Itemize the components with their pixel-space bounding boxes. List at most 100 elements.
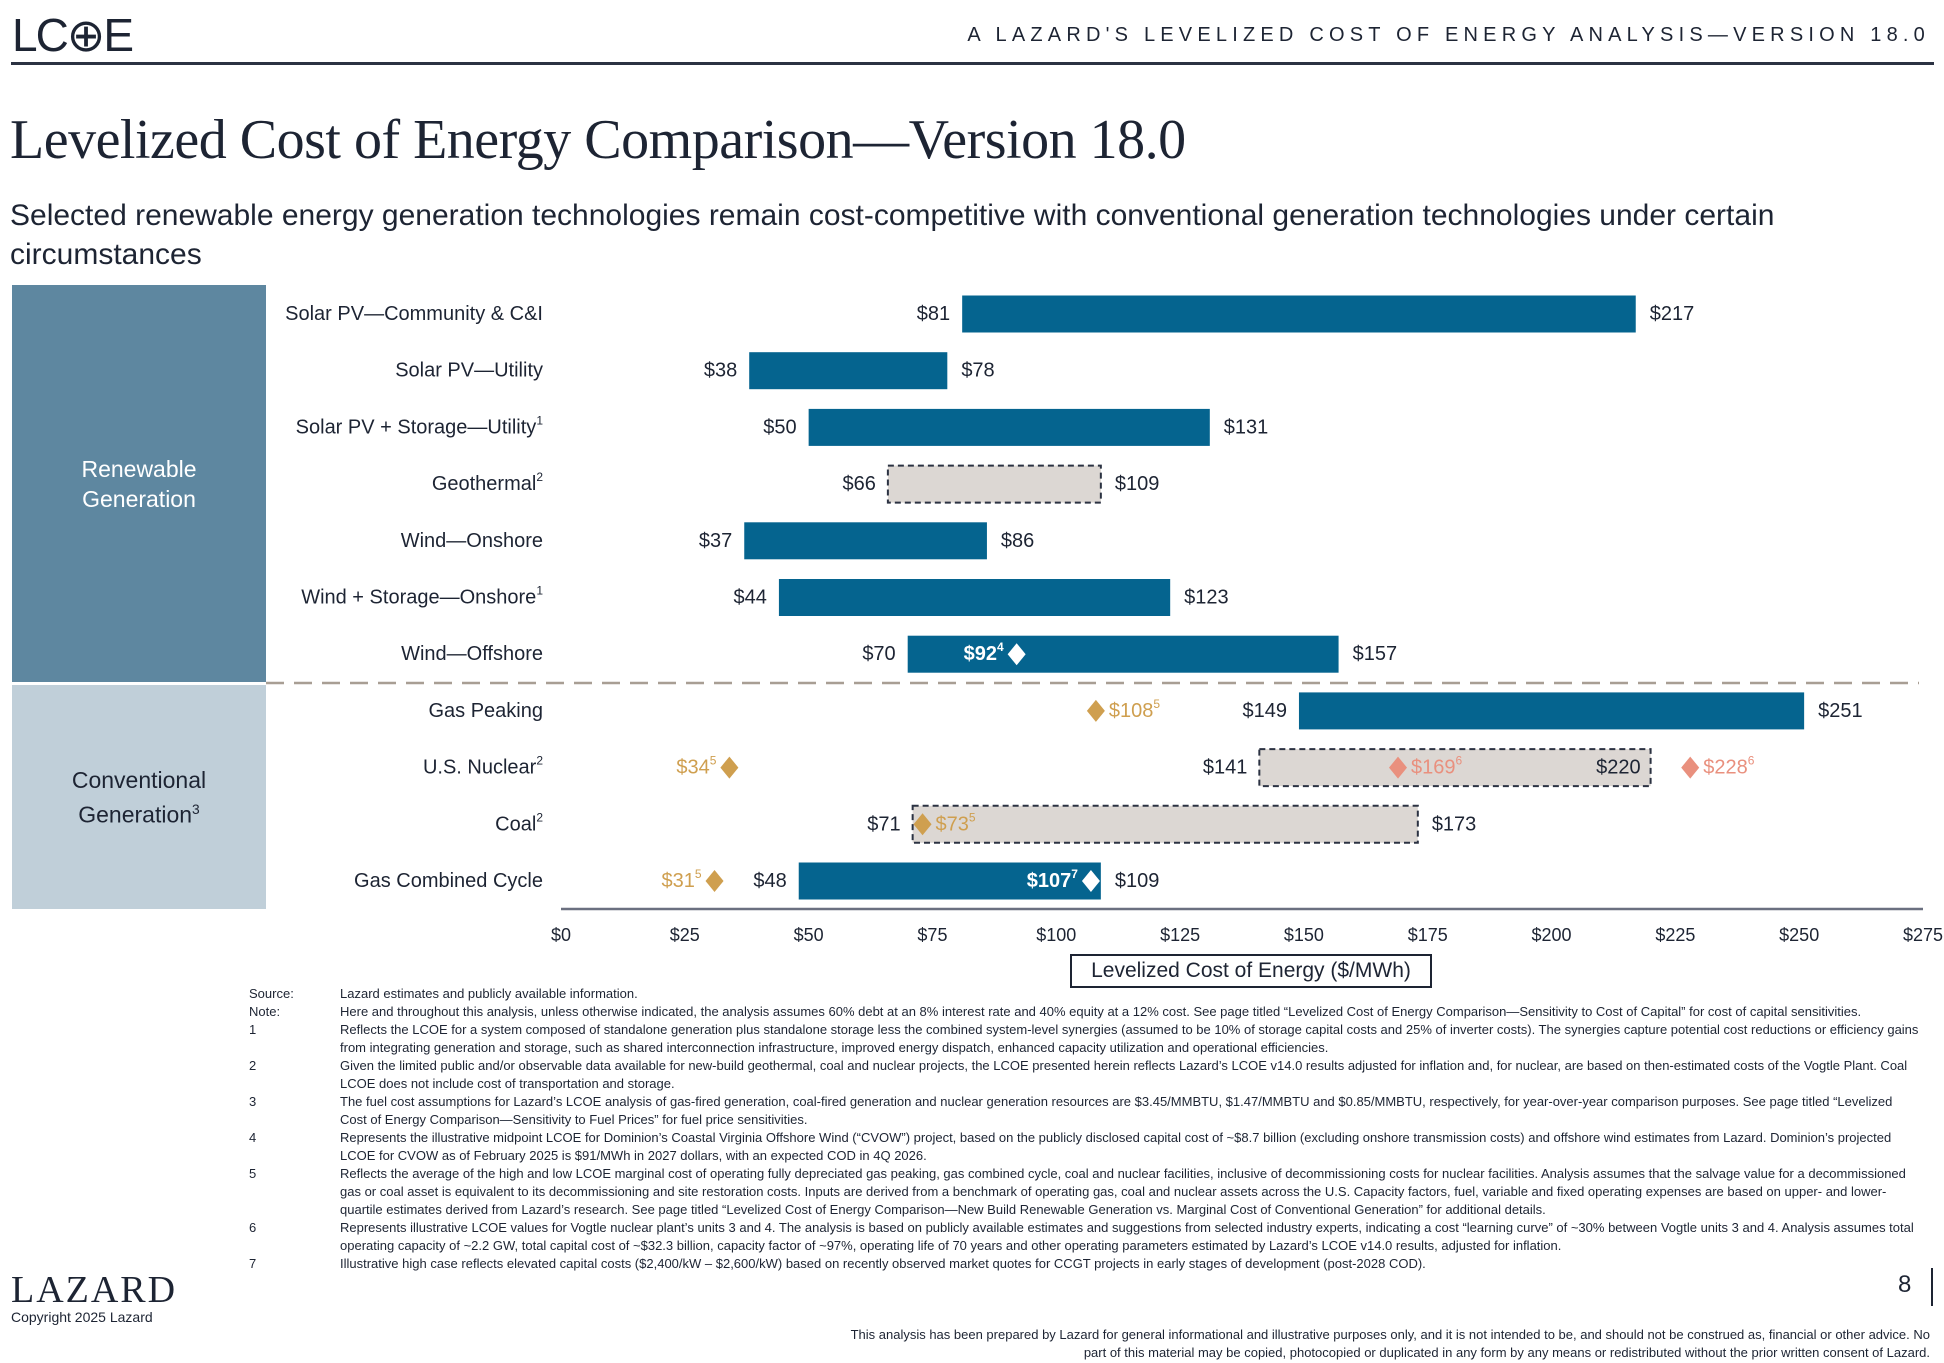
x-tick-label: $250: [1779, 925, 1819, 945]
row-label: Geothermal2: [432, 470, 544, 495]
min-value-label: $50: [763, 416, 796, 438]
x-tick-label: $25: [670, 925, 700, 945]
footnote-text: Represents the illustrative midpoint LCO…: [340, 1130, 1892, 1163]
max-value-label: $217: [1650, 303, 1695, 325]
marker-label: $735: [936, 810, 976, 835]
marker-label-value: $31: [661, 870, 694, 892]
row-label-value: Coal: [495, 813, 536, 835]
range-bar: [962, 295, 1636, 333]
row-label-value: U.S. Nuclear: [423, 757, 537, 779]
row-label: Wind + Storage—Onshore1: [301, 584, 543, 609]
footnote-key: Source:: [249, 986, 294, 1001]
x-tick-label: $50: [794, 925, 824, 945]
range-bar: [808, 408, 1210, 446]
range-bar-dashed: [911, 804, 1419, 844]
diamond-marker-icon: [1081, 870, 1100, 892]
footnotes: Source: Lazard estimates and publicly ava…: [249, 985, 1919, 1273]
marker-label: $924: [964, 640, 1004, 665]
footnote-text: Lazard estimates and publicly available …: [340, 986, 638, 1001]
renewable-label-line2: Generation: [82, 485, 196, 512]
footnote-key: 2: [249, 1058, 257, 1073]
footnote: Note: Here and throughout this analysis, …: [249, 1003, 1919, 1021]
range-bar: [778, 579, 1171, 616]
marker-label: $2286: [1703, 754, 1755, 779]
row-label-footnote: 2: [536, 754, 543, 768]
row-label: Wind—Onshore: [401, 530, 543, 552]
diamond-marker-icon: [1681, 756, 1700, 779]
header-divider: [11, 62, 1934, 65]
lazard-logo: LAZARD: [11, 1269, 178, 1311]
row-label-footnote: 2: [536, 470, 543, 484]
x-tick-label: $275: [1903, 925, 1943, 945]
footnote-text: Represents illustrative LCOE values for …: [340, 1220, 1914, 1253]
footnote-text: The fuel cost assumptions for Lazard’s L…: [340, 1094, 1893, 1127]
footnote-text: Illustrative high case reflects elevated…: [340, 1256, 1426, 1271]
footnote-key: 6: [249, 1220, 257, 1235]
lcoe-logo: LC⊕E: [12, 9, 134, 61]
marker-label-footnote: 5: [710, 754, 717, 768]
row-label-value: Wind + Storage—Onshore: [301, 587, 536, 609]
marker-label-value: $34: [676, 757, 709, 779]
marker-label-value: $92: [964, 643, 997, 665]
marker-label-footnote: 7: [1071, 867, 1078, 881]
row-label: Solar PV—Community & C&I: [285, 303, 543, 325]
row-label: Gas Peaking: [428, 700, 543, 722]
min-value-label: $149: [1242, 700, 1287, 722]
page-title: Levelized Cost of Energy Comparison—Vers…: [10, 109, 1186, 171]
min-value-label: $70: [862, 643, 895, 665]
min-value-label: $37: [699, 530, 732, 552]
footnote-text: Reflects the LCOE for a system composed …: [340, 1022, 1919, 1055]
x-tick-label: $200: [1532, 925, 1572, 945]
footnote-key: 5: [249, 1166, 257, 1181]
max-value-label: $157: [1353, 643, 1398, 665]
marker-label-value: $169: [1411, 757, 1456, 779]
row-label-value: Solar PV + Storage—Utility: [296, 416, 537, 438]
diamond-marker-icon: [1086, 699, 1105, 722]
x-tick-label: $125: [1160, 925, 1200, 945]
range-bar-dashed: [1258, 748, 1652, 788]
footnote-key: 1: [249, 1022, 257, 1037]
footnote: 5 Reflects the average of the high and lo…: [249, 1165, 1919, 1219]
marker-label-footnote: 6: [1456, 754, 1463, 768]
footnote: Source: Lazard estimates and publicly ava…: [249, 985, 1919, 1003]
x-tick-label: $100: [1036, 925, 1076, 945]
footnote: 2 Given the limited public and/or observa…: [249, 1057, 1919, 1093]
marker-label-value: $107: [1027, 870, 1072, 892]
footnote: 1 Reflects the LCOE for a system composed…: [249, 1021, 1919, 1057]
footnote-key: 7: [249, 1256, 257, 1271]
x-tick-label: $175: [1408, 925, 1448, 945]
min-value-label: $71: [867, 813, 900, 835]
row-label: Solar PV—Utility: [395, 360, 543, 382]
row-label-value: Gas Combined Cycle: [354, 870, 543, 892]
page-number: 8: [1898, 1271, 1912, 1298]
marker-label-footnote: 4: [997, 640, 1004, 654]
max-value-label: $86: [1001, 530, 1034, 552]
diamond-marker-icon: [1007, 643, 1026, 666]
page-number-bar: [1931, 1268, 1933, 1306]
footnote: 7 Illustrative high case reflects elevate…: [249, 1255, 1919, 1273]
max-value-label: $109: [1115, 870, 1160, 892]
conventional-generation-panel: Conventional Generation3: [12, 685, 266, 909]
diamond-marker-icon: [720, 756, 739, 779]
max-value-label: $173: [1432, 813, 1477, 835]
max-value-label: $220: [1596, 757, 1641, 779]
row-label-value: Solar PV—Utility: [395, 360, 543, 382]
marker-label-footnote: 5: [1153, 697, 1160, 711]
row-label-footnote: 1: [536, 413, 543, 427]
row-label: Wind—Offshore: [401, 643, 543, 665]
range-bar: [798, 862, 1101, 900]
x-tick-label: $150: [1284, 925, 1324, 945]
marker-label: $1696: [1411, 754, 1463, 779]
footnote: 3 The fuel cost assumptions for Lazard’s …: [249, 1093, 1919, 1129]
footnote-text: Given the limited public and/or observab…: [340, 1058, 1908, 1091]
footnote-key: 4: [249, 1130, 257, 1145]
marker-label-footnote: 5: [695, 867, 702, 881]
row-label: Gas Combined Cycle: [354, 870, 543, 892]
min-value-label: $38: [704, 360, 737, 382]
row-label: Coal2: [495, 810, 543, 835]
max-value-label: $123: [1184, 587, 1229, 609]
disclaimer: This analysis has been prepared by Lazar…: [850, 1327, 1930, 1360]
min-value-label: $48: [753, 870, 786, 892]
min-value-label: $44: [734, 587, 767, 609]
range-bar: [744, 522, 987, 560]
